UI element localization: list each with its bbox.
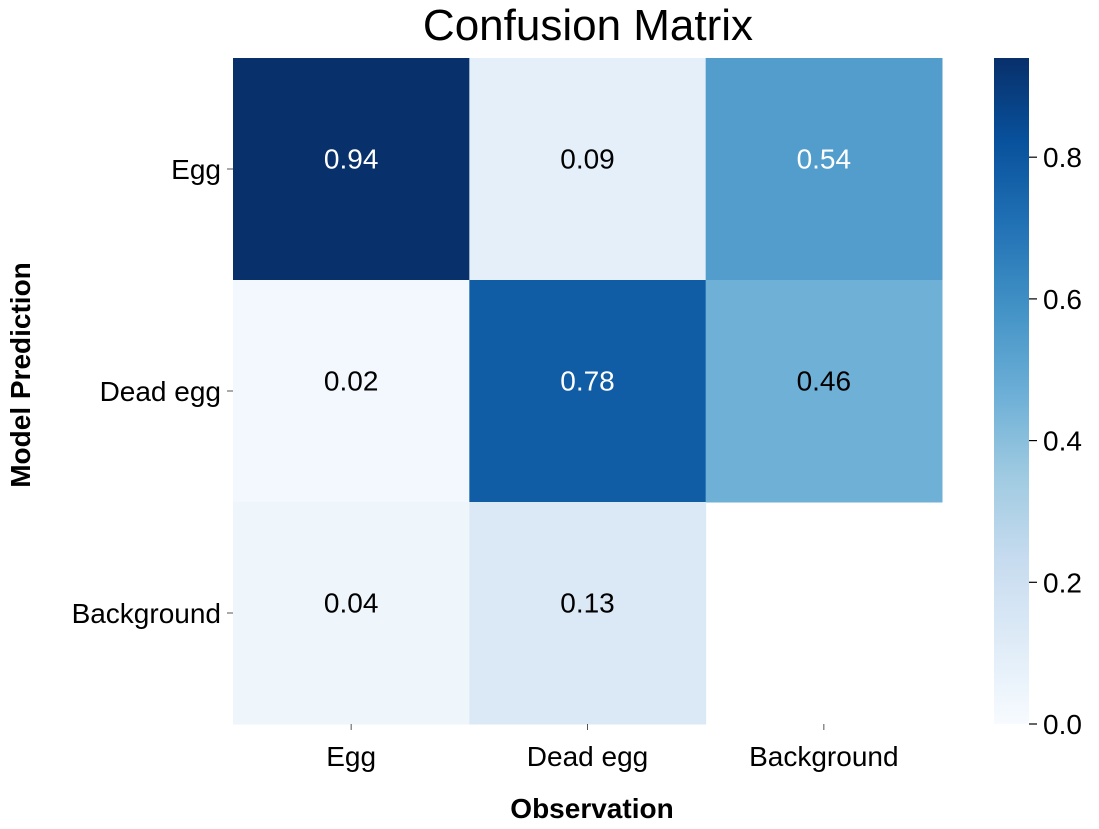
cell-label-1-1: 0.78 [560,366,615,397]
x-tick-label-2: Background [749,741,898,772]
cell-label-2-1: 0.13 [560,588,615,619]
cell-0-2 [705,58,943,281]
chart-title: Confusion Matrix [423,1,753,50]
colorbar-tick-label-4: 0.8 [1043,142,1082,173]
heatmap-cells: 0.94 0.09 0.54 0.02 0.78 0.46 0.04 0.13 [233,58,943,725]
y-tick-label-1: Dead egg [100,376,221,407]
cell-label-1-2: 0.46 [797,366,852,397]
cell-label-1-0: 0.02 [324,366,379,397]
x-axis-ticks: Egg Dead egg Background [326,724,899,772]
colorbar-tick-label-0: 0.0 [1043,709,1082,740]
cell-label-2-0: 0.04 [324,588,379,619]
x-tick-label-1: Dead egg [527,741,648,772]
x-axis-label: Observation [510,793,673,824]
cell-0-1 [469,58,707,281]
colorbar [994,58,1029,724]
cell-label-0-2: 0.54 [797,144,852,175]
cell-2-0 [233,502,470,725]
cell-2-1 [469,502,707,725]
y-axis-label: Model Prediction [5,262,36,488]
cell-0-0 [233,58,470,281]
cell-label-0-1: 0.09 [560,144,615,175]
x-tick-label-0: Egg [326,741,376,772]
colorbar-tick-label-3: 0.6 [1043,284,1082,315]
y-axis-ticks: Egg Dead egg Background [72,154,233,629]
cell-1-1 [469,280,707,503]
y-tick-label-2: Background [72,598,221,629]
cell-1-2 [705,280,943,503]
colorbar-tick-label-1: 0.2 [1043,567,1082,598]
cell-label-0-0: 0.94 [324,144,379,175]
colorbar-tick-label-2: 0.4 [1043,426,1082,457]
y-tick-label-0: Egg [171,154,221,185]
cell-1-0 [233,280,470,503]
colorbar-ticks: 0.0 0.2 0.4 0.6 0.8 [1029,142,1082,740]
